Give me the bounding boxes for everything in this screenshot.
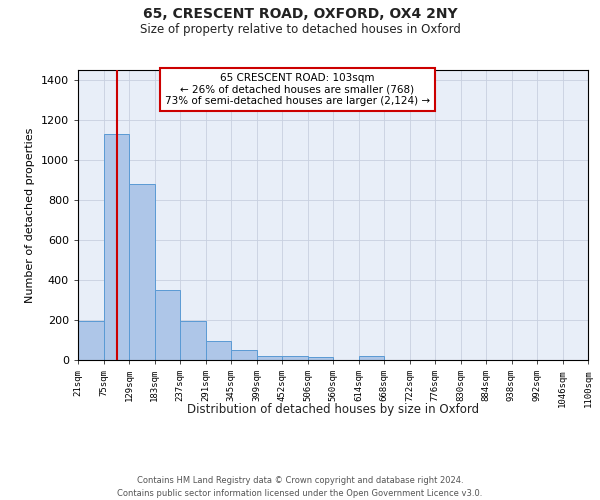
Text: Contains HM Land Registry data © Crown copyright and database right 2024.
Contai: Contains HM Land Registry data © Crown c… [118, 476, 482, 498]
Text: 65 CRESCENT ROAD: 103sqm
← 26% of detached houses are smaller (768)
73% of semi-: 65 CRESCENT ROAD: 103sqm ← 26% of detach… [165, 73, 430, 106]
Bar [282, 356, 308, 360]
Text: Size of property relative to detached houses in Oxford: Size of property relative to detached ho… [140, 22, 460, 36]
Bar [180, 321, 205, 360]
Bar [129, 184, 155, 360]
Bar [78, 321, 104, 360]
Text: Distribution of detached houses by size in Oxford: Distribution of detached houses by size … [187, 402, 479, 415]
Bar [359, 356, 384, 360]
Bar [104, 134, 129, 360]
Bar [155, 290, 180, 360]
Bar [257, 356, 282, 360]
Text: 65, CRESCENT ROAD, OXFORD, OX4 2NY: 65, CRESCENT ROAD, OXFORD, OX4 2NY [143, 8, 457, 22]
Bar [231, 350, 257, 360]
Bar [308, 357, 333, 360]
Y-axis label: Number of detached properties: Number of detached properties [25, 128, 35, 302]
Bar [205, 340, 231, 360]
